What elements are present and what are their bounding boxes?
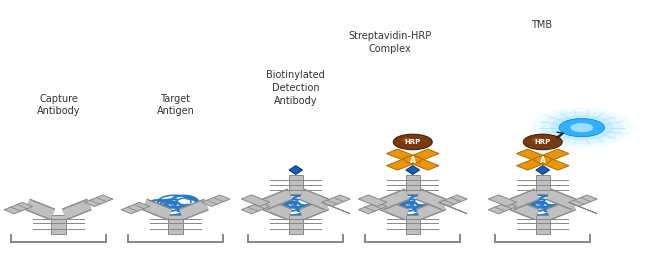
Polygon shape (488, 202, 517, 214)
Circle shape (550, 115, 614, 140)
Polygon shape (536, 166, 549, 174)
Circle shape (534, 156, 551, 163)
Polygon shape (84, 195, 113, 206)
Polygon shape (289, 175, 303, 194)
Text: A: A (410, 156, 416, 165)
Text: TMB: TMB (531, 20, 552, 29)
Polygon shape (517, 158, 548, 170)
Text: Streptavidin-HRP
Complex: Streptavidin-HRP Complex (348, 31, 432, 54)
Polygon shape (406, 214, 420, 234)
Polygon shape (538, 149, 569, 162)
Polygon shape (536, 214, 550, 234)
Circle shape (523, 134, 562, 150)
Polygon shape (569, 195, 597, 206)
Polygon shape (439, 195, 467, 206)
Polygon shape (406, 166, 419, 174)
Circle shape (532, 138, 542, 141)
Text: A: A (540, 156, 546, 165)
Circle shape (532, 108, 632, 148)
Polygon shape (322, 195, 350, 206)
Polygon shape (4, 202, 32, 214)
Polygon shape (202, 195, 230, 206)
Polygon shape (241, 202, 270, 214)
Circle shape (559, 119, 604, 137)
Polygon shape (358, 195, 387, 206)
Circle shape (393, 134, 432, 150)
Circle shape (541, 111, 623, 144)
Polygon shape (289, 214, 303, 234)
Polygon shape (387, 149, 418, 162)
Polygon shape (538, 158, 569, 170)
Text: HRP: HRP (404, 139, 421, 145)
Polygon shape (51, 214, 66, 234)
Circle shape (404, 156, 421, 163)
Polygon shape (241, 195, 270, 206)
Text: Capture
Antibody: Capture Antibody (37, 94, 80, 116)
Polygon shape (439, 202, 467, 214)
Polygon shape (569, 202, 597, 214)
Text: Target
Antigen: Target Antigen (157, 94, 194, 116)
Polygon shape (408, 158, 439, 170)
Polygon shape (168, 214, 183, 234)
Text: HRP: HRP (534, 139, 551, 145)
Polygon shape (536, 175, 550, 194)
Polygon shape (406, 175, 420, 194)
Polygon shape (358, 202, 387, 214)
Polygon shape (322, 202, 350, 214)
Polygon shape (289, 166, 302, 174)
Polygon shape (387, 158, 418, 170)
Polygon shape (408, 149, 439, 162)
Circle shape (571, 123, 593, 132)
Text: Biotinylated
Detection
Antibody: Biotinylated Detection Antibody (266, 70, 325, 106)
Polygon shape (488, 195, 517, 206)
Circle shape (402, 138, 412, 141)
Polygon shape (517, 149, 548, 162)
Polygon shape (121, 202, 150, 214)
